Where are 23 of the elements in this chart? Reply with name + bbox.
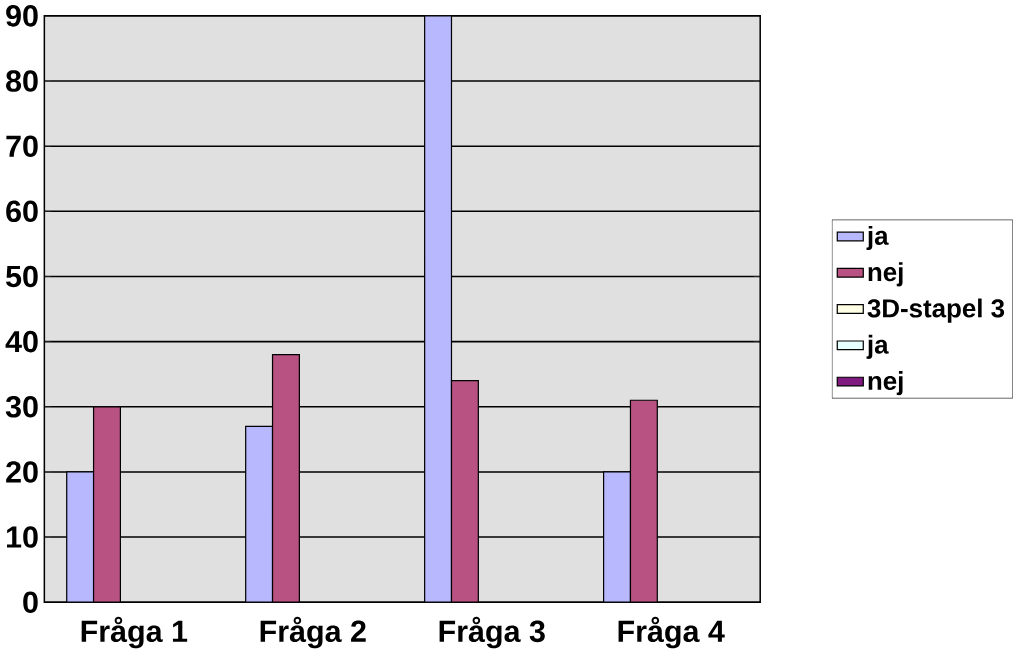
x-tick-label: Fråga 4 [618,616,725,649]
bar [92,405,122,603]
x-tick-label: Fråga 2 [260,616,366,649]
legend-label: nej [868,370,903,396]
legend-label: ja [866,225,889,250]
y-tick-label: 40 [5,330,38,353]
bar [629,399,658,603]
y-tick-label: 70 [6,135,38,157]
bar [271,353,300,603]
y-tick-label: 0 [23,591,38,613]
x-tick-label: Fråga 3 [439,616,545,649]
legend-label: nej [868,262,903,287]
y-tick-label: 90 [6,4,38,27]
y-tick-label: 30 [5,395,38,418]
y-tick-label: 10 [7,526,38,548]
y-tick-label: 80 [6,70,38,92]
y-tick-label: 60 [6,200,38,222]
y-tick-label: 50 [6,265,38,288]
bar [450,379,479,603]
legend-label: 3D-stapel 3 [867,298,1005,323]
legend-label: ja [866,334,889,359]
x-tick-label: Fråga 1 [81,616,188,649]
y-tick-label: 20 [6,460,38,483]
